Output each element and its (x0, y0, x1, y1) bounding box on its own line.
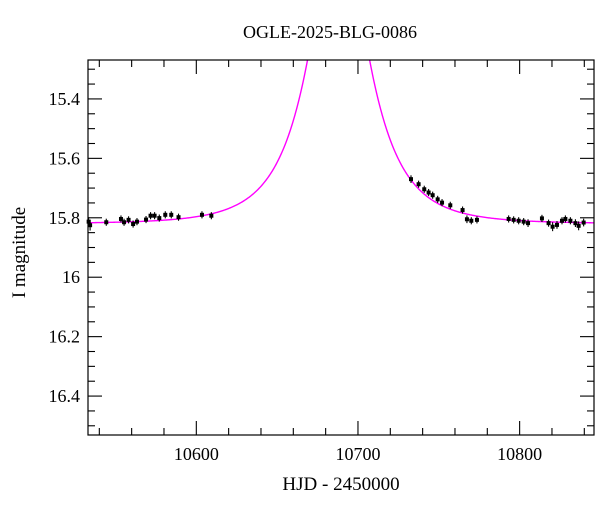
data-point-marker (104, 220, 109, 225)
data-point-marker (126, 217, 131, 222)
data-point-marker (516, 218, 521, 223)
data-point-marker (86, 219, 91, 224)
data-point-marker (131, 222, 136, 227)
data-point-marker (144, 217, 149, 222)
data-point-marker (506, 216, 511, 221)
data-point-marker (469, 218, 474, 223)
x-tick-label: 10600 (174, 444, 219, 464)
x-axis-ticks (98, 60, 585, 435)
chart-title: OGLE-2025-BLG-0086 (243, 22, 417, 42)
data-point-marker (157, 216, 162, 221)
data-point-marker (440, 200, 445, 205)
data-point-marker (464, 217, 469, 222)
data-point-marker (134, 219, 139, 224)
data-point-marker (199, 212, 204, 217)
data-point-marker (422, 187, 427, 192)
data-point-marker (152, 213, 157, 218)
data-point-marker (559, 218, 564, 223)
y-tick-label: 15.4 (49, 89, 81, 109)
data-point-marker (526, 221, 531, 226)
photometry-points (86, 175, 586, 232)
data-point-marker (573, 221, 578, 226)
data-point-marker (460, 208, 465, 213)
data-point-marker (408, 177, 413, 182)
data-point-marker (163, 212, 168, 217)
y-tick-label: 16.4 (49, 386, 81, 406)
y-axis-ticks (88, 68, 594, 427)
data-point-marker (521, 219, 526, 224)
data-point-marker (88, 223, 93, 228)
y-tick-label: 15.8 (49, 208, 81, 228)
data-point-marker (550, 224, 555, 229)
data-point-marker (568, 218, 573, 223)
data-point-marker (511, 217, 516, 222)
data-point-marker (169, 212, 174, 217)
y-axis-title: I magnitude (9, 207, 30, 298)
data-point-marker (118, 216, 123, 221)
data-point-marker (474, 217, 479, 222)
y-tick-label: 16.2 (49, 327, 81, 347)
data-point-marker (576, 223, 581, 228)
data-point-marker (122, 220, 127, 225)
data-point-marker (539, 216, 544, 221)
y-tick-label: 15.6 (49, 148, 81, 168)
data-point-marker (426, 190, 431, 195)
data-point-marker (148, 213, 153, 218)
y-tick-label: 16 (62, 267, 80, 287)
data-point-marker (176, 215, 181, 220)
data-point-marker (554, 222, 559, 227)
data-point-marker (448, 203, 453, 208)
x-tick-label: 10700 (335, 444, 380, 464)
x-axis-title: HJD - 2450000 (282, 474, 399, 495)
data-point-marker (435, 197, 440, 202)
data-point-marker (563, 216, 568, 221)
data-point-marker (430, 193, 435, 198)
data-point-marker (581, 220, 586, 225)
data-point-marker (546, 221, 551, 226)
x-tick-label: 10800 (497, 444, 542, 464)
data-point-marker (209, 213, 214, 218)
data-point-marker (416, 182, 421, 187)
